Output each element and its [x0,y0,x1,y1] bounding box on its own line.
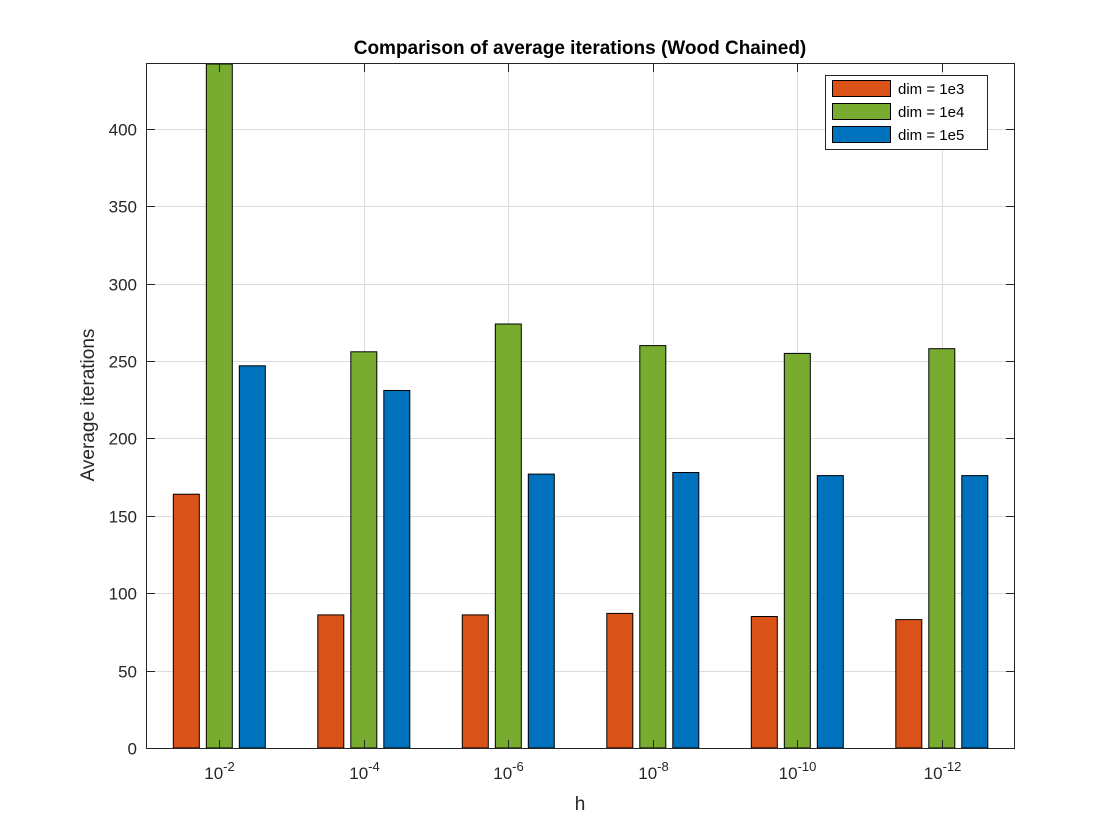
y-tick-label: 150 [109,508,137,527]
legend-label: dim = 1e5 [898,127,964,144]
y-axis-label: Average iterations [78,329,99,482]
x-axis-label: h [575,794,586,815]
y-tick-label: 400 [109,121,137,140]
bar-dim-1e4 [639,345,667,749]
bar-dim-1e3 [750,616,778,749]
legend-swatch [832,103,891,120]
legend-label: dim = 1e4 [898,104,964,121]
y-tick-label: 200 [109,430,137,449]
y-tick-label: 300 [109,276,137,295]
bar-dim-1e5 [383,390,411,749]
bar-dim-1e5 [527,473,555,749]
x-tick-label: 10-2 [204,759,234,783]
legend-label: dim = 1e3 [898,81,964,98]
x-tick-label: 10-10 [779,759,817,783]
bar-dim-1e3 [606,612,634,749]
x-tick-label: 10-6 [493,759,523,783]
y-tick-label: 50 [118,663,137,682]
y-tick-label: 100 [109,585,137,604]
bar-dim-1e3 [317,614,345,749]
y-tick-label: 350 [109,198,137,217]
x-tick-label: 10-8 [638,759,668,783]
legend-swatch [832,126,891,143]
bar-dim-1e5 [816,475,844,749]
bar-dim-1e5 [961,475,989,749]
bar-dim-1e4 [205,63,233,749]
axis-ticks: 0 50 100 150 200 250 300 350 400 10-2 10-4 10-6 10-8… [109,64,1014,783]
plot-area-frame [146,63,1015,749]
bar-dim-1e4 [928,348,956,749]
bar-dim-1e5 [672,472,700,749]
bar-dim-1e4 [350,351,378,749]
bar-dim-1e4 [783,352,811,749]
y-tick-label: 0 [128,740,137,759]
bars [172,63,989,749]
bar-dim-1e3 [461,614,489,749]
legend-swatch [832,80,891,97]
x-tick-label: 10-4 [349,759,379,783]
bar-dim-1e3 [895,619,923,749]
x-tick-label: 10-12 [924,759,962,783]
chart-title: Comparison of average iterations (Wood C… [354,38,807,59]
bar-dim-1e4 [494,323,522,749]
y-tick-label: 250 [109,353,137,372]
grid-lines [147,64,1014,749]
legend: dim = 1e3 dim = 1e4 dim = 1e5 [825,75,988,150]
bar-dim-1e5 [238,365,266,749]
bar-dim-1e3 [172,493,200,749]
